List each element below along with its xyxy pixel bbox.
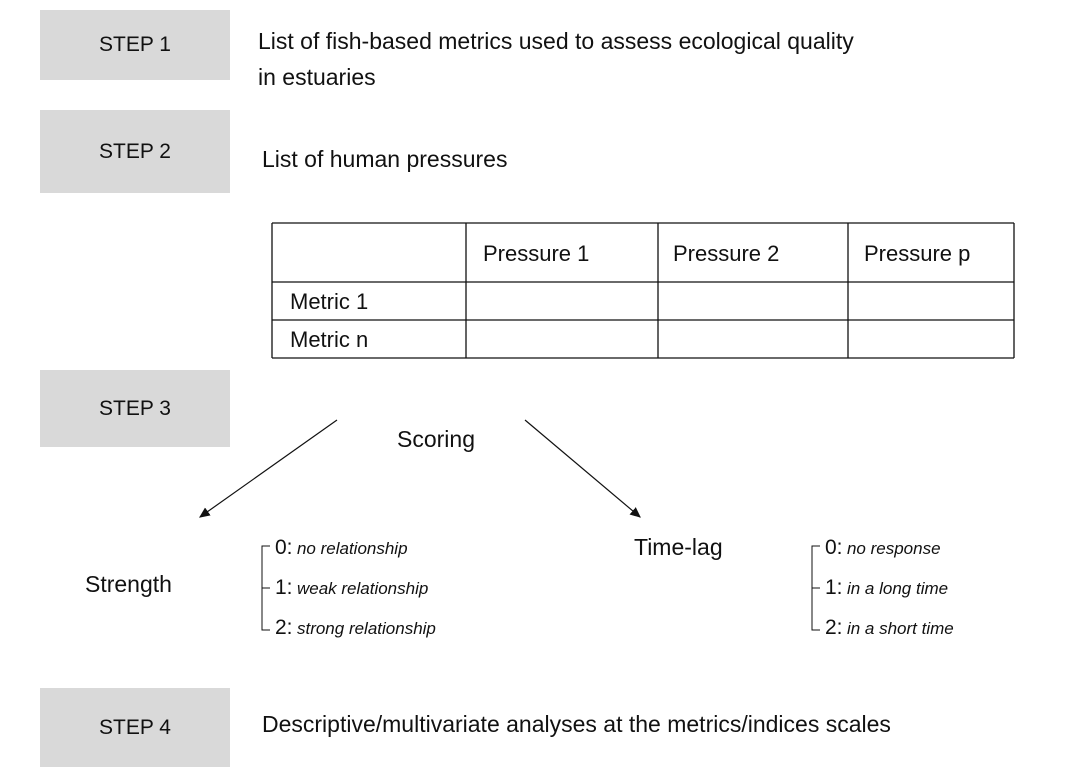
level-label: weak relationship [296,579,429,598]
step-text: Descriptive/multivariate analyses at the… [262,711,891,737]
level-code: 2: [275,616,293,639]
level-label: strong relationship [296,619,436,638]
table-header: Pressure 2 [673,241,780,266]
step-box: STEP 1 [40,10,230,80]
step-box: STEP 2 [40,110,230,193]
criterion: Strength [85,571,172,597]
table-header: Pressure 1 [483,241,590,266]
level-label: in a short time [846,619,954,638]
criterion: Time-lag [634,534,723,560]
level-code: 0: [275,536,293,559]
level: 0: no response [825,537,941,558]
step-text: List of fish-based metrics used to asses… [258,28,854,54]
step-text: in estuaries [258,64,376,90]
level-code: 0: [825,536,843,559]
step-box: STEP 3 [40,370,230,447]
table-row-label: Metric 1 [290,289,369,314]
step-text: List of human pressures [262,146,508,172]
bracket [261,545,270,631]
table-row-label: Metric n [290,327,369,352]
scoring-title: Scoring [397,426,475,452]
level-code: 1: [275,576,293,599]
bracket [811,545,820,631]
level: 1: weak relationship [275,577,428,598]
level: 0: no relationship [275,537,408,558]
level: 2: in a short time [825,617,954,638]
level: 1: in a long time [825,577,948,598]
arrow [199,419,338,518]
level: 2: strong relationship [275,617,436,638]
table-header: Pressure p [864,241,971,266]
level-label: no response [846,539,941,558]
level-code: 1: [825,576,843,599]
level-label: in a long time [846,579,949,598]
level-code: 2: [825,616,843,639]
level-label: no relationship [296,539,408,558]
step-box: STEP 4 [40,688,230,767]
arrow [524,419,641,518]
table-grid [271,222,1015,359]
